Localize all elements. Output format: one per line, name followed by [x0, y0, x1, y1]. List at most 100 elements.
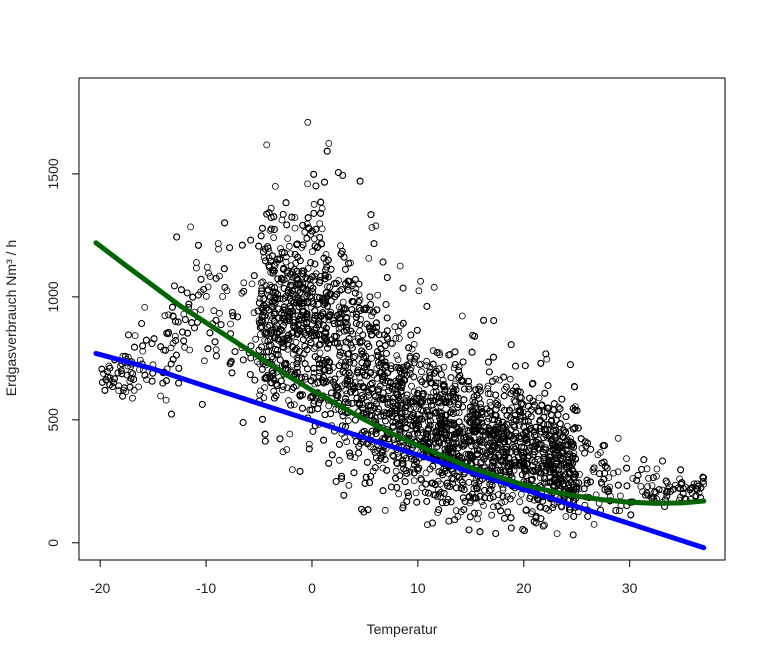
scatter-point: [304, 180, 312, 188]
scatter-point: [316, 220, 324, 228]
scatter-point: [623, 455, 630, 463]
scatter-point: [590, 521, 598, 528]
scatter-point: [437, 480, 444, 488]
scatter-point: [410, 340, 418, 348]
scatter-point: [422, 469, 430, 477]
scatter-point: [192, 264, 200, 272]
scatter-point: [141, 303, 149, 311]
scatter-point: [645, 474, 652, 482]
scatter-point: [355, 291, 363, 299]
scatter-point: [310, 345, 318, 353]
scatter-point: [130, 386, 138, 394]
scatter-point: [357, 315, 365, 323]
scatter-point: [508, 404, 516, 412]
scatter-point: [240, 279, 248, 287]
scatter-point: [543, 355, 551, 363]
scatter-point: [474, 515, 482, 523]
scatter-point: [488, 511, 496, 519]
scatter-point: [306, 336, 314, 344]
scatter-point: [553, 530, 561, 537]
scatter-point: [212, 346, 220, 354]
scatter-point: [335, 303, 343, 311]
scatter-point: [458, 312, 466, 320]
scatter-point: [165, 311, 173, 319]
scatter-point: [451, 382, 459, 390]
scatter-point: [304, 264, 312, 272]
scatter-point: [187, 223, 195, 231]
scatter-point: [256, 391, 264, 399]
scatter-point: [270, 387, 278, 395]
scatter-point: [257, 387, 265, 395]
scatter-point: [395, 328, 402, 336]
scatter-point: [474, 509, 482, 517]
scatter-point: [393, 352, 401, 360]
scatter-point: [659, 486, 666, 494]
scatter-point: [589, 466, 597, 473]
scatter-point: [215, 309, 223, 317]
scatter-point: [395, 334, 403, 342]
scatter-point: [344, 417, 352, 425]
scatter-point: [345, 481, 353, 489]
scatter-point: [643, 465, 651, 473]
scatter-point: [351, 379, 359, 386]
scatter-point: [215, 245, 222, 253]
scatter-point: [528, 508, 536, 516]
scatter-point: [493, 398, 501, 406]
scatter-point: [285, 397, 292, 404]
scatter-point: [452, 439, 460, 447]
scatter-point: [373, 319, 381, 327]
scatter-point: [368, 354, 375, 362]
scatter-point: [462, 450, 470, 458]
scatter-point: [135, 383, 143, 391]
scatter-point: [576, 470, 583, 478]
scatter-point: [329, 363, 337, 371]
scatter-point: [316, 349, 324, 357]
scatter-point: [202, 292, 210, 300]
scatter-point: [610, 469, 617, 477]
scatter-point: [528, 476, 536, 483]
scatter-point: [365, 254, 373, 262]
scatter-point: [304, 118, 312, 126]
scatter-point: [415, 386, 423, 394]
scatter-point: [506, 375, 514, 383]
scatter-point: [430, 283, 438, 291]
scatter-point: [315, 369, 323, 377]
scatter-point: [260, 394, 268, 402]
scatter-point: [517, 401, 525, 408]
scatter-point: [517, 490, 525, 498]
scatter-point: [139, 347, 147, 355]
scatter-point: [434, 509, 442, 516]
scatter-point: [335, 456, 343, 464]
scatter-point: [310, 276, 318, 284]
scatter-point: [614, 434, 622, 442]
scatter-point: [136, 356, 144, 364]
scatter-point: [484, 390, 492, 398]
scatter-point: [648, 482, 656, 489]
scatter-point: [288, 386, 296, 393]
scatter-point: [498, 499, 505, 507]
scatter-point: [263, 141, 271, 149]
scatter-point: [322, 258, 330, 266]
scatter-point: [517, 415, 525, 423]
scatter-point: [653, 465, 661, 473]
scatter-point: [535, 394, 543, 402]
scatter-point: [415, 287, 423, 295]
scatter-point: [200, 357, 208, 365]
scatter-point: [162, 396, 170, 404]
scatter-point: [271, 182, 279, 190]
scatter-point: [418, 484, 426, 492]
scatter-point: [256, 324, 264, 331]
scatter-point: [629, 475, 637, 482]
scatter-point: [261, 384, 268, 392]
scatter-point: [415, 390, 422, 398]
scatter-point: [379, 464, 387, 472]
scatter-point: [408, 382, 415, 390]
scatter-point: [617, 492, 624, 500]
scatter-point: [289, 269, 296, 276]
scatter-point: [541, 521, 548, 529]
scatter-point: [363, 398, 371, 406]
scatter-point: [392, 334, 400, 342]
scatter-point: [563, 422, 571, 430]
scatter-point: [261, 337, 269, 344]
